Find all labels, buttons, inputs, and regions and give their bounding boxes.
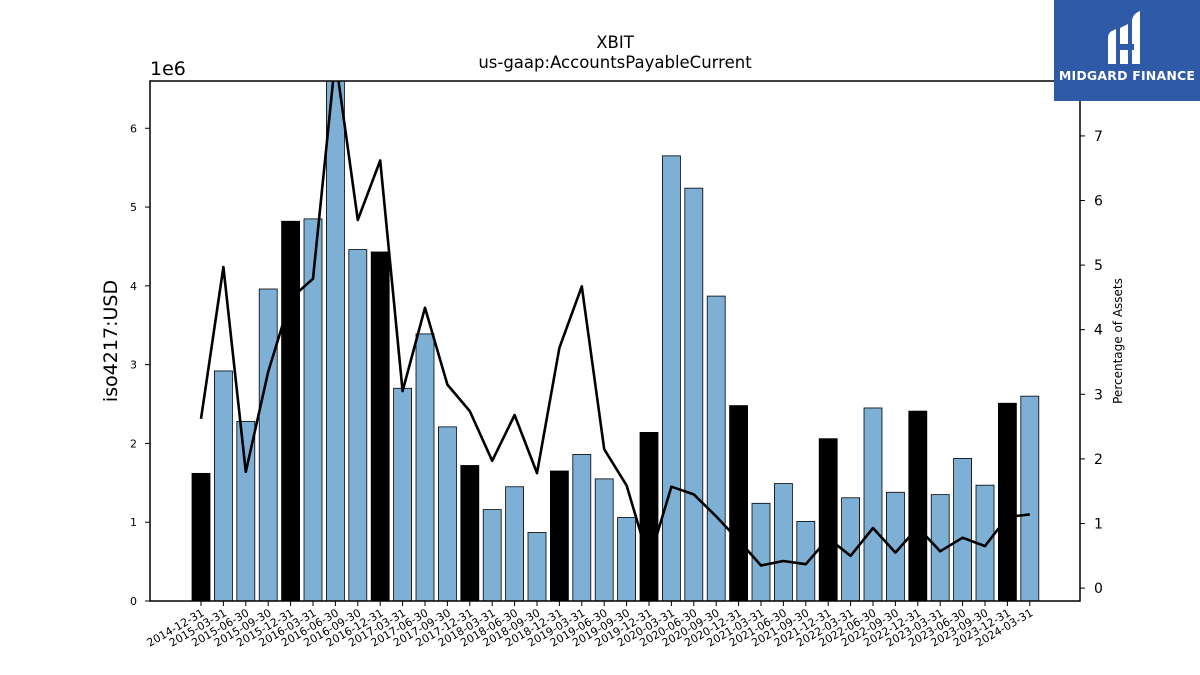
plot-frame <box>149 80 1081 602</box>
bar-2015-12-31 <box>281 220 301 602</box>
bar-2023-06-30 <box>953 457 972 602</box>
y-tick-label: 5 <box>130 201 137 214</box>
bar-2021-12-31 <box>818 438 838 602</box>
bar-2015-03-31 <box>213 370 233 602</box>
y2-axis-label: Percentage of Assets <box>1111 278 1125 404</box>
bar-2022-12-31 <box>908 410 928 602</box>
bar-2021-03-31 <box>751 502 771 602</box>
y-tick-label: 3 <box>130 359 137 372</box>
logo-mark-icon <box>1108 11 1140 64</box>
bar-2017-06-30 <box>415 333 435 602</box>
bar-2015-09-30 <box>258 288 278 602</box>
y2-tick-label: 6 <box>1094 194 1103 210</box>
bars-group <box>191 80 1040 602</box>
bar-2020-03-31 <box>662 155 681 602</box>
texts-group: XBIT us-gaap:AccountsPayableCurrent 1e6 … <box>100 33 1125 404</box>
y-tick-label: 1 <box>130 516 137 529</box>
y-tick-label: 2 <box>130 437 137 450</box>
y2-tick-label: 2 <box>1094 452 1103 468</box>
bar-2019-03-31 <box>572 454 592 602</box>
chart-subtitle: us-gaap:AccountsPayableCurrent <box>478 53 752 72</box>
bar-2018-03-31 <box>482 509 502 602</box>
y-tick-label: 6 <box>130 122 137 135</box>
bar-2016-09-30 <box>348 249 368 602</box>
bar-2016-06-30 <box>325 80 345 602</box>
logo-text: MIDGARD FINANCE <box>1058 68 1196 83</box>
y-tick-label: 0 <box>130 595 137 608</box>
y2-tick-label: 7 <box>1094 129 1103 145</box>
bar-2018-06-30 <box>505 486 525 602</box>
bar-2018-09-30 <box>527 532 547 602</box>
y-axis-label: iso4217:USD <box>100 280 122 402</box>
y2-tick-label: 0 <box>1094 581 1103 597</box>
bar-2024-03-31 <box>1020 395 1040 602</box>
bar-2018-12-31 <box>550 470 569 602</box>
bar-2019-06-30 <box>594 478 614 602</box>
bar-2020-09-30 <box>706 295 726 602</box>
y2-tick-label: 1 <box>1094 516 1103 532</box>
bar-2021-09-30 <box>796 521 816 602</box>
y2-tick-label: 3 <box>1094 387 1103 403</box>
y-offset-label: 1e6 <box>150 58 186 80</box>
bar-2021-06-30 <box>774 483 793 602</box>
percentage-line <box>199 81 1030 567</box>
bar-2022-06-30 <box>863 407 883 602</box>
y-tick-label: 4 <box>130 280 137 293</box>
axes-group: 0123456012345672014-12-312015-03-312015-… <box>130 80 1103 650</box>
y2-tick-label: 4 <box>1094 323 1103 339</box>
bar-2016-12-31 <box>370 251 390 602</box>
bar-2017-03-31 <box>393 387 413 602</box>
bar-2020-12-31 <box>729 405 748 602</box>
bar-2014-12-31 <box>191 472 211 602</box>
bar-2017-12-31 <box>460 465 480 602</box>
line-group <box>199 81 1030 567</box>
chart-title: XBIT <box>596 33 634 52</box>
bar-2019-12-31 <box>639 431 659 602</box>
bar-2019-09-30 <box>617 517 636 602</box>
brand-logo: MIDGARD FINANCE <box>1054 0 1200 101</box>
bar-2020-06-30 <box>684 187 704 602</box>
bar-2023-12-31 <box>998 402 1017 602</box>
bar-2017-09-30 <box>437 426 457 602</box>
y2-tick-label: 5 <box>1094 258 1103 274</box>
